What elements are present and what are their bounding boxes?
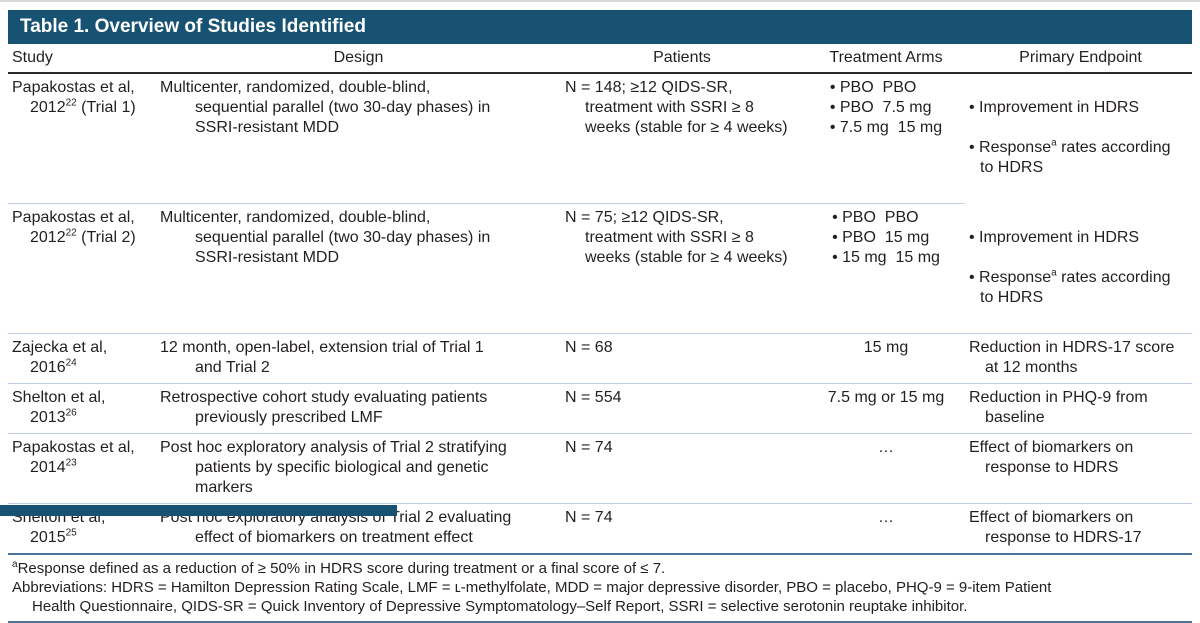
reference-superscript: 22 xyxy=(65,97,77,109)
design-cell: Post hoc exploratory analysis of Trial 2… xyxy=(160,439,507,496)
column-header-study: Study xyxy=(12,49,53,66)
endpoint-item: • Improvement in HDRS xyxy=(969,229,1140,246)
column-header-patients: Patients xyxy=(653,49,711,66)
column-header-primary-endpoint: Primary Endpoint xyxy=(1019,49,1142,66)
study-trial-label: (Trial 1) xyxy=(76,99,136,116)
reference-superscript: 22 xyxy=(65,227,77,239)
study-citation: Zajecka et al, 2016 xyxy=(12,339,108,376)
study-trial-label: (Trial 2) xyxy=(76,229,136,246)
primary-endpoint-cell: Effect of biomarkers on response to HDRS… xyxy=(969,509,1142,546)
reference-superscript: 23 xyxy=(65,457,77,469)
primary-endpoint-cell: Effect of biomarkers on response to HDRS xyxy=(969,439,1134,476)
treatment-arms-cell: • PBO PBO • PBO 15 mg • 15 mg 15 mg xyxy=(832,209,940,266)
study-citation: Papakostas et al, 2012 xyxy=(12,209,135,246)
patients-cell: N = 74 xyxy=(565,509,613,526)
study-citation: Shelton et al, 2013 xyxy=(12,389,106,426)
primary-endpoint-cell: • Improvement in HDRS • Responsea rates … xyxy=(965,78,1192,198)
design-cell: Multicenter, randomized, double-blind, s… xyxy=(160,79,491,136)
row-separator xyxy=(8,503,1192,504)
table-row-papakostas-2012-trial2: Papakostas et al, 201222 (Trial 2) Multi… xyxy=(8,204,1192,333)
column-header-design: Design xyxy=(333,49,384,66)
study-cell: Papakostas et al, 201222 (Trial 2) xyxy=(8,208,160,328)
footnote-superscript: a xyxy=(1051,137,1057,149)
primary-endpoint-cell: • Improvement in HDRS • Responsea rates … xyxy=(965,208,1192,328)
treatment-arms-cell: … xyxy=(878,439,894,456)
footnote-superscript: a xyxy=(1051,267,1057,279)
design-cell: Multicenter, randomized, double-blind, s… xyxy=(160,209,491,266)
patients-cell: N = 74 xyxy=(565,439,613,456)
study-citation: Papakostas et al, 2014 xyxy=(12,439,135,476)
table-row-shelton-2013: Shelton et al, 201326 Retrospective coho… xyxy=(8,384,1192,433)
patients-cell: N = 554 xyxy=(565,389,622,406)
row-separator xyxy=(8,333,1192,334)
study-citation: Papakostas et al, 2012 xyxy=(12,79,135,116)
reference-superscript: 25 xyxy=(65,527,77,539)
study-cell: Shelton et al, 201326 xyxy=(8,388,160,428)
row-separator xyxy=(8,203,965,204)
patients-cell: N = 68 xyxy=(565,339,613,356)
column-header-treatment-arms: Treatment Arms xyxy=(829,49,943,66)
study-overview-table: Table 1. Overview of Studies Identified … xyxy=(8,10,1192,623)
patients-cell: N = 75; ≥12 QIDS-SR, treatment with SSRI… xyxy=(565,209,788,266)
table-title: Table 1. Overview of Studies Identified xyxy=(8,10,1192,44)
treatment-arms-cell: 7.5 mg or 15 mg xyxy=(827,389,945,406)
study-cell: Zajecka et al, 201624 xyxy=(8,338,160,378)
footnote-abbreviations: Abbreviations: HDRS = Hamilton Depressio… xyxy=(12,579,1052,615)
endpoint-item: • Improvement in HDRS xyxy=(969,99,1140,116)
endpoint-item: • Responsea rates according to HDRS xyxy=(969,267,1171,306)
primary-endpoint-cell: Reduction in PHQ-9 from baseline xyxy=(969,389,1148,426)
row-separator xyxy=(8,383,1192,384)
endpoint-item: • Responsea rates according to HDRS xyxy=(969,137,1171,176)
design-cell: Retrospective cohort study evaluating pa… xyxy=(160,389,488,426)
table-header-row: Study Design Patients Treatment Arms Pri… xyxy=(8,44,1192,74)
patients-cell: N = 148; ≥12 QIDS-SR, treatment with SSR… xyxy=(565,79,788,136)
table-footnotes: aResponse defined as a reduction of ≥ 50… xyxy=(8,555,1192,621)
treatment-arms-cell: 15 mg xyxy=(863,339,909,356)
primary-endpoint-cell: Reduction in HDRS-17 score at 12 months xyxy=(969,339,1175,376)
study-cell: Papakostas et al, 201222 (Trial 1) xyxy=(8,78,160,198)
design-cell: 12 month, open-label, extension trial of… xyxy=(160,339,484,376)
next-section-bar xyxy=(0,505,397,516)
reference-superscript: 26 xyxy=(65,407,77,419)
footnote-response-definition: aResponse defined as a reduction of ≥ 50… xyxy=(12,559,666,578)
reference-superscript: 24 xyxy=(65,357,77,369)
treatment-arms-cell: … xyxy=(878,509,894,526)
table-row-zajecka-2016: Zajecka et al, 201624 12 month, open-lab… xyxy=(8,334,1192,383)
treatment-arms-cell: • PBO PBO • PBO 7.5 mg • 7.5 mg 15 mg xyxy=(829,79,943,136)
row-separator xyxy=(8,433,1192,434)
table-row-papakostas-2014: Papakostas et al, 201423 Post hoc explor… xyxy=(8,434,1192,503)
study-cell: Papakostas et al, 201423 xyxy=(8,438,160,498)
table-row-papakostas-2012-trial1: Papakostas et al, 201222 (Trial 1) Multi… xyxy=(8,74,1192,203)
